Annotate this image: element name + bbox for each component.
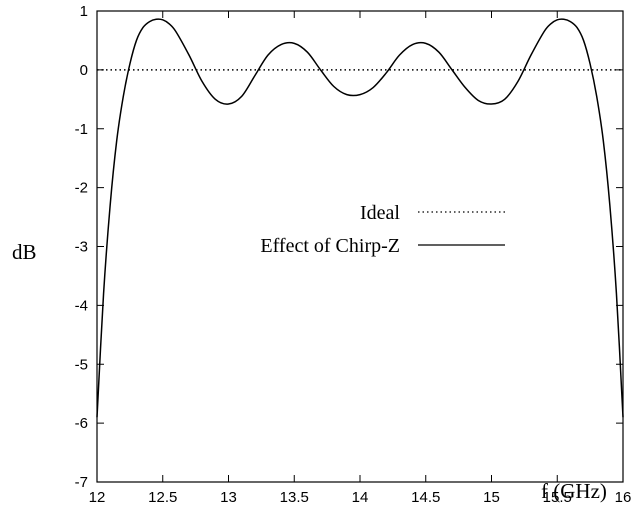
series-layer (96, 18, 624, 418)
series-chirp-z-line (96, 18, 624, 418)
legend-label-ideal: Ideal (360, 202, 400, 224)
tick-labels: 12 12.5 13 13.5 14 14.5 15 15.5 16 1 0 -1 -2 -3 -4 -5 -6… (75, 3, 632, 506)
legend: Ideal Effect of Chirp-Z (260, 202, 505, 257)
x-tick-label: 15 (483, 489, 500, 506)
y-tick-label: -4 (75, 297, 88, 314)
x-tick-label: 13.5 (280, 489, 309, 506)
x-tick-label: 15.5 (543, 489, 572, 506)
x-tick-label: 16 (615, 489, 632, 506)
x-tick-label: 12 (89, 489, 106, 506)
y-tick-label: -2 (75, 180, 88, 197)
y-tick-label: -7 (75, 474, 88, 491)
x-axis-label: f (GHz) (541, 479, 607, 503)
y-tick-label: 1 (80, 3, 88, 20)
x-tick-label: 12.5 (148, 489, 177, 506)
y-tick-label: -6 (75, 415, 88, 432)
x-tick-label: 14 (352, 489, 369, 506)
x-tick-label: 13 (220, 489, 237, 506)
legend-label-chirp-z: Effect of Chirp-Z (260, 235, 400, 257)
x-tick-label: 14.5 (411, 489, 440, 506)
y-tick-label: -3 (75, 239, 88, 256)
y-axis-label: dB (12, 240, 37, 264)
y-tick-label: 0 (80, 62, 88, 79)
y-tick-label: -5 (75, 356, 88, 373)
y-tick-label: -1 (75, 121, 88, 138)
